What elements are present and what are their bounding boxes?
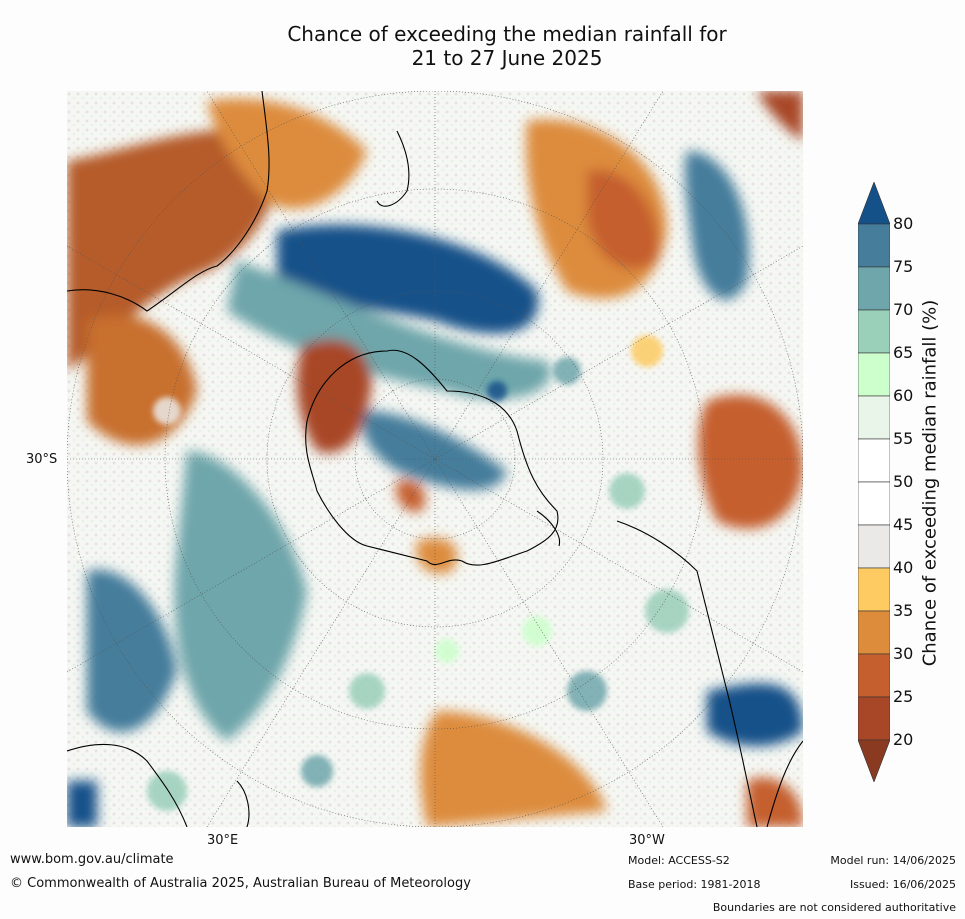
- colorbar-arrow-top: [858, 182, 890, 225]
- coast-australia: [67, 91, 270, 312]
- dry-region-sth-atlantic: [698, 394, 803, 529]
- colorbar-band: [858, 567, 890, 612]
- colorbar-band: [858, 309, 890, 354]
- lat-label-30s: 30°S: [26, 452, 58, 467]
- footer-copyright: © Commonwealth of Australia 2025, Austra…: [10, 876, 471, 891]
- wet-band-southern: [277, 224, 539, 334]
- colorbar-band: [858, 610, 890, 655]
- wet-antarctic-interior: [363, 411, 507, 490]
- dry-patch-ross: [396, 480, 426, 512]
- coast-madagascar: [236, 780, 250, 827]
- footer-url[interactable]: www.bom.gov.au/climate: [10, 852, 174, 867]
- wet-region-sth-america: [707, 683, 803, 746]
- dry-patch-wedd: [416, 537, 458, 574]
- lon-label-30e: 30°E: [207, 833, 239, 848]
- footer-base-period: Base period: 1981-2018: [628, 878, 761, 891]
- footer-issued: Issued: 16/06/2025: [849, 878, 956, 891]
- map-title: Chance of exceeding the median rainfall …: [0, 22, 965, 70]
- dry-region-australia: [67, 128, 280, 371]
- colorbar-band: [858, 223, 890, 268]
- dry-region-bottom: [420, 711, 607, 827]
- colorbar-tick-label: 60: [893, 386, 914, 405]
- footer-model-run: Model run: 14/06/2025: [830, 854, 956, 867]
- wet-indian-ocean-2: [87, 569, 177, 732]
- title-line-2: 21 to 27 June 2025: [411, 46, 603, 70]
- colorbar-band: [858, 395, 890, 440]
- colorbar-arrow-bottom: [858, 739, 890, 782]
- wet-band-halo: [227, 261, 551, 400]
- rainfall-field: [67, 91, 803, 827]
- colorbar-tick-label: 65: [893, 343, 914, 362]
- wet-region-pacific: [684, 151, 749, 300]
- colorbar-band: [858, 352, 890, 397]
- title-line-1: Chance of exceeding the median rainfall …: [287, 22, 727, 46]
- colorbar-tick-label: 20: [893, 730, 914, 749]
- colorbar: [858, 182, 890, 782]
- coast-south-america-2: [766, 740, 803, 827]
- polar-map: [67, 91, 803, 827]
- wet-indian-ocean: [174, 451, 307, 741]
- colorbar-band: [858, 524, 890, 569]
- coast-antarctic-peninsula: [536, 510, 561, 547]
- colorbar-tick-label: 45: [893, 515, 914, 534]
- colorbar-band: [858, 266, 890, 311]
- lon-label-30w: 30°W: [629, 833, 665, 848]
- colorbar-tick-label: 80: [893, 214, 914, 233]
- dry-region-australia-2: [207, 98, 367, 209]
- colorbar-title: Chance of exceeding median rainfall (%): [919, 299, 941, 667]
- colorbar-band: [858, 653, 890, 698]
- colorbar-tick-label: 55: [893, 429, 914, 448]
- coast-africa: [67, 743, 188, 827]
- graticule: [67, 91, 803, 827]
- colorbar-tick-label: 25: [893, 687, 914, 706]
- footer-model: Model: ACCESS-S2: [628, 854, 730, 867]
- colorbar-band: [858, 438, 890, 483]
- dry-region-nw-pacific: [757, 91, 803, 141]
- dry-region-pacific-east-2: [587, 169, 659, 269]
- colorbar-tick-label: 50: [893, 472, 914, 491]
- colorbar-tick-label: 70: [893, 300, 914, 319]
- colorbar-tick-label: 40: [893, 558, 914, 577]
- colorbar-tick-label: 35: [893, 601, 914, 620]
- coast-new-zealand: [376, 130, 410, 207]
- coast-south-america: [616, 520, 758, 827]
- dry-region-bottom-right: [747, 777, 803, 827]
- colorbar-tick-label: 75: [893, 257, 914, 276]
- colorbar-band: [858, 696, 890, 741]
- wet-bottom-left: [67, 781, 97, 827]
- dry-region-antarctic: [297, 339, 372, 453]
- colorbar-band: [858, 481, 890, 526]
- coastlines: [67, 91, 803, 827]
- coast-antarctica: [305, 349, 559, 566]
- colorbar-tick-label: 30: [893, 644, 914, 663]
- footer-disclaimer: Boundaries are not considered authoritat…: [712, 901, 956, 914]
- rainfall-small-cells: [147, 335, 689, 811]
